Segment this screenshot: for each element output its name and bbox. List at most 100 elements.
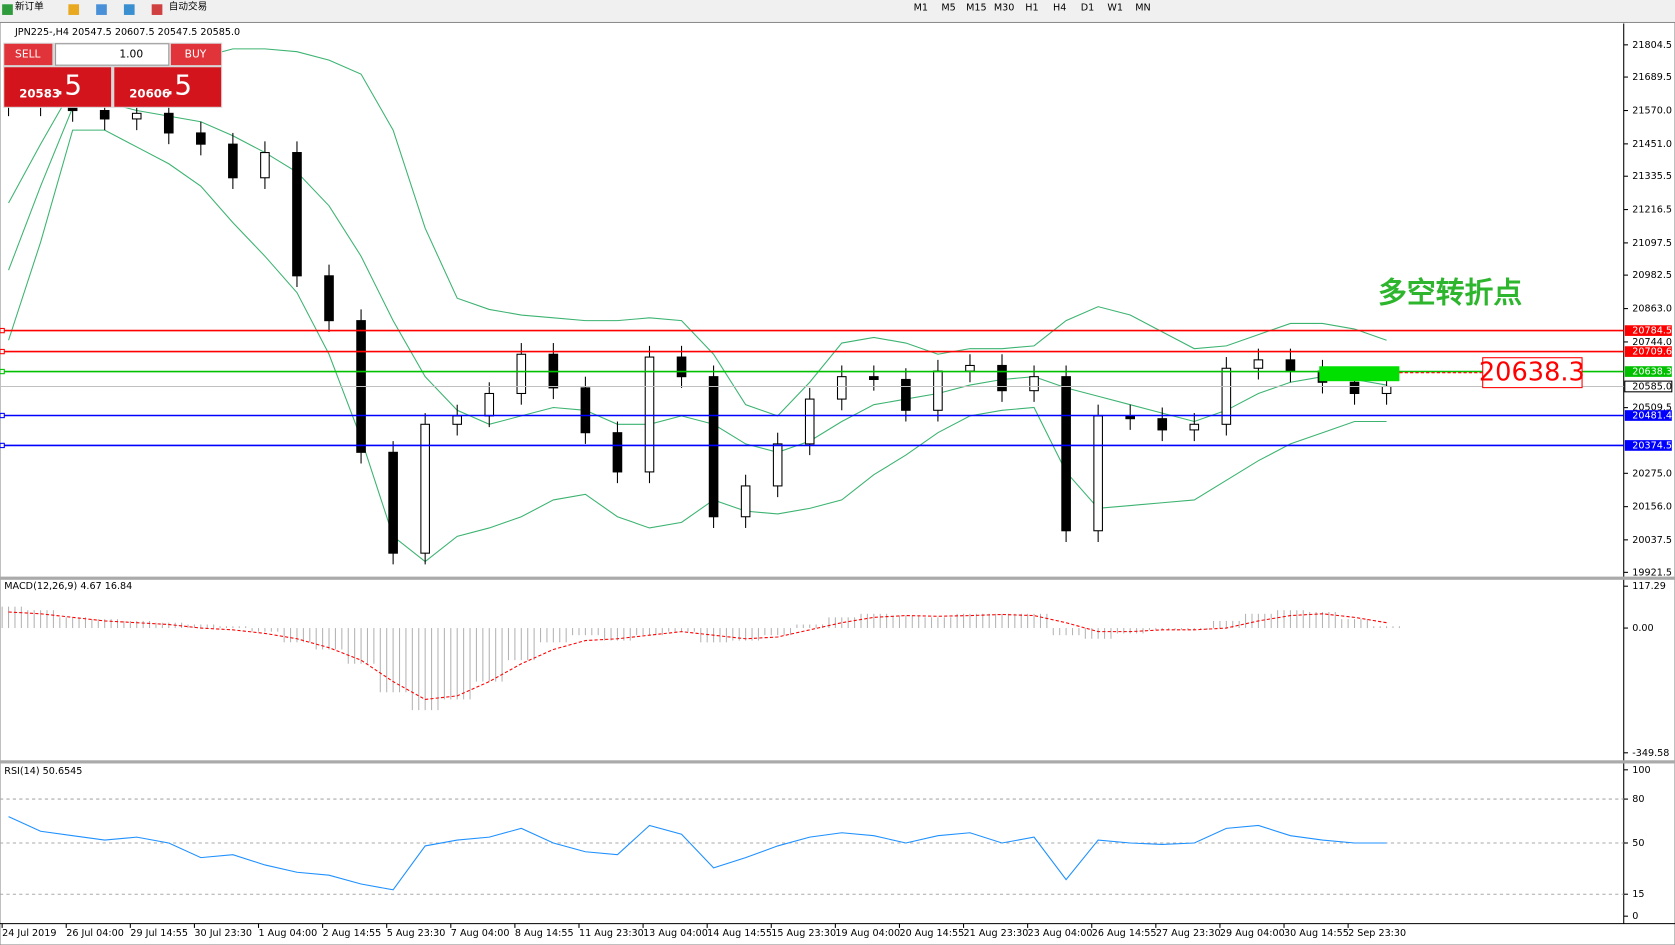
sell-label[interactable]: SELL bbox=[15, 47, 40, 60]
y-tick-label: 15 bbox=[1632, 889, 1644, 900]
level-handle bbox=[0, 368, 5, 375]
y-tick-label: 117.29 bbox=[1632, 581, 1666, 592]
sell-price-box[interactable] bbox=[4, 67, 112, 107]
period-button[interactable]: H1 bbox=[1025, 2, 1038, 13]
x-tick-label: 23 Aug 04:00 bbox=[1028, 928, 1093, 939]
candle-body bbox=[1093, 415, 1103, 532]
y-tick-label: 21451.0 bbox=[1632, 139, 1672, 150]
candle-body bbox=[740, 485, 751, 518]
candle-body bbox=[1125, 415, 1136, 420]
x-tick-label: 5 Aug 23:30 bbox=[387, 928, 446, 939]
candle-body bbox=[965, 364, 975, 372]
level-tag bbox=[1624, 325, 1672, 336]
trade-panel: SELL 1.00 BUY 20583 .5 20606 .5 bbox=[3, 42, 223, 108]
candle-body bbox=[228, 143, 238, 179]
highlight-zone bbox=[1319, 366, 1400, 382]
level-label: 20374.5 bbox=[1632, 440, 1672, 451]
candle-body bbox=[1157, 418, 1168, 431]
period-button[interactable]: M30 bbox=[994, 2, 1015, 13]
candle-body bbox=[131, 112, 142, 120]
level-tag bbox=[1624, 440, 1672, 451]
x-tick-label: 30 Aug 14:55 bbox=[1284, 928, 1349, 939]
buy-button[interactable] bbox=[170, 43, 222, 66]
sell-fraction[interactable]: .5 bbox=[56, 68, 82, 101]
candle-body bbox=[1221, 367, 1232, 425]
x-tick-label: 26 Jul 04:00 bbox=[66, 928, 124, 939]
y-tick-label: 20156.0 bbox=[1632, 502, 1672, 513]
icon[interactable] bbox=[96, 4, 107, 15]
candle-body bbox=[933, 370, 943, 411]
y-tick-label: 21216.5 bbox=[1632, 205, 1672, 216]
x-tick-label: 24 Jul 2019 bbox=[2, 928, 56, 939]
candle-body bbox=[804, 398, 815, 445]
auto-trading[interactable]: 自动交易 bbox=[169, 0, 207, 12]
y-tick-label: 50 bbox=[1632, 838, 1644, 849]
y-tick-label: 21689.5 bbox=[1632, 72, 1672, 83]
candle-body bbox=[1189, 423, 1200, 431]
level-handle bbox=[0, 442, 5, 449]
icon[interactable] bbox=[68, 4, 80, 15]
period-button[interactable]: M1 bbox=[914, 2, 928, 13]
last-price-tag bbox=[1624, 380, 1673, 393]
buy-price-box[interactable] bbox=[114, 67, 222, 107]
candle-body bbox=[901, 378, 911, 411]
lot-value[interactable]: 1.00 bbox=[119, 47, 143, 60]
macd-title: MACD(12,26,9) 4.67 16.84 bbox=[4, 581, 132, 592]
period-button[interactable]: H4 bbox=[1053, 2, 1066, 13]
lot-input[interactable] bbox=[55, 43, 170, 66]
new-order[interactable]: 新订单 bbox=[15, 0, 44, 12]
buy-label[interactable]: BUY bbox=[185, 47, 207, 60]
level-handle bbox=[0, 412, 5, 419]
level-handle bbox=[0, 327, 5, 334]
bollinger-band bbox=[8, 101, 1387, 453]
rsi-title: RSI(14) 50.6545 bbox=[4, 766, 82, 777]
y-tick-label: 21570.0 bbox=[1632, 106, 1672, 117]
candle-body bbox=[836, 376, 847, 400]
auto-trading-icon[interactable] bbox=[151, 4, 163, 15]
y-tick-label: 100 bbox=[1632, 765, 1650, 776]
candle-body bbox=[997, 364, 1007, 392]
new-order-icon[interactable] bbox=[2, 4, 13, 15]
last-price-label: 20585.0 bbox=[1632, 381, 1672, 392]
sell-price[interactable]: 20583 bbox=[19, 86, 60, 100]
macd-signal bbox=[8, 611, 1387, 700]
candle-body bbox=[324, 275, 334, 322]
buy-price[interactable]: 20606 bbox=[129, 86, 170, 100]
separator bbox=[0, 760, 1675, 764]
x-tick-label: 27 Aug 23:30 bbox=[1156, 928, 1221, 939]
period-button[interactable]: D1 bbox=[1081, 2, 1095, 13]
period-button[interactable]: W1 bbox=[1107, 2, 1123, 13]
candle-body bbox=[1029, 376, 1039, 392]
bollinger-band bbox=[8, 48, 1387, 417]
annotation: 多空转折点 bbox=[1378, 276, 1522, 310]
x-tick-label: 11 Aug 23:30 bbox=[579, 928, 644, 939]
y-tick-label: 20509.5 bbox=[1632, 403, 1672, 414]
level-tag bbox=[1624, 366, 1672, 377]
candle-body bbox=[292, 152, 302, 277]
y-tick-label: 0 bbox=[1632, 911, 1638, 922]
candle-body bbox=[869, 376, 879, 381]
period-button[interactable]: M5 bbox=[941, 2, 955, 13]
icon[interactable] bbox=[123, 4, 135, 15]
y-tick-label: 80 bbox=[1632, 794, 1644, 805]
period-bar: M1 M5 M15 M30 H1 H4 D1 W1 MN bbox=[914, 2, 1151, 13]
rsi-line bbox=[8, 816, 1387, 891]
level-label: 20709.6 bbox=[1632, 347, 1672, 358]
candle-body bbox=[708, 376, 719, 518]
level-tag bbox=[1624, 410, 1672, 421]
bollinger-band bbox=[8, 129, 1387, 563]
candle-body bbox=[1381, 385, 1392, 395]
x-tick-label: 14 Aug 14:55 bbox=[707, 928, 772, 939]
period-button[interactable]: MN bbox=[1135, 2, 1150, 13]
period-button[interactable]: M15 bbox=[966, 2, 987, 13]
candle-body bbox=[644, 356, 655, 473]
y-tick-label: 19921.5 bbox=[1632, 567, 1672, 578]
x-tick-label: 8 Aug 14:55 bbox=[515, 928, 574, 939]
candle-body bbox=[612, 432, 623, 473]
x-tick-label: 13 Aug 04:00 bbox=[643, 928, 708, 939]
y-tick-label: 20863.0 bbox=[1632, 304, 1672, 315]
buy-fraction[interactable]: .5 bbox=[166, 68, 192, 101]
sell-button[interactable] bbox=[4, 43, 53, 66]
